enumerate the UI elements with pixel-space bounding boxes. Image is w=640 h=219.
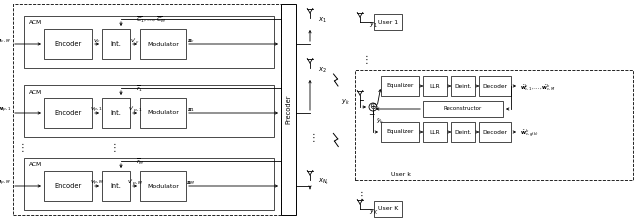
Text: $\vdots$: $\vdots$ — [308, 131, 316, 145]
FancyBboxPatch shape — [24, 16, 274, 68]
FancyBboxPatch shape — [140, 171, 186, 201]
Text: Modulator: Modulator — [147, 184, 179, 189]
Text: $v_c$: $v_c$ — [93, 37, 101, 45]
FancyBboxPatch shape — [44, 98, 92, 128]
FancyBboxPatch shape — [24, 85, 274, 137]
Text: $\boldsymbol{s}_1$: $\boldsymbol{s}_1$ — [187, 106, 195, 114]
Text: $y_k$: $y_k$ — [341, 97, 350, 107]
FancyBboxPatch shape — [24, 158, 274, 210]
FancyBboxPatch shape — [374, 14, 402, 30]
Text: $\boldsymbol{s}_c$: $\boldsymbol{s}_c$ — [187, 37, 195, 45]
Text: Precoder: Precoder — [285, 95, 291, 124]
Text: $\boldsymbol{s}_M$: $\boldsymbol{s}_M$ — [186, 179, 196, 187]
FancyBboxPatch shape — [44, 171, 92, 201]
Text: Modulator: Modulator — [147, 41, 179, 46]
Text: $\overline{r}_M$: $\overline{r}_M$ — [136, 157, 144, 167]
FancyBboxPatch shape — [423, 76, 447, 96]
Text: Modulator: Modulator — [147, 111, 179, 115]
Text: $\vdots$: $\vdots$ — [109, 141, 116, 154]
Text: User k: User k — [391, 173, 411, 178]
Text: Encoder: Encoder — [54, 110, 82, 116]
FancyBboxPatch shape — [102, 98, 130, 128]
Text: $\mathbf{w}_{c,1},\ldots,\mathbf{w}_{c,M}$: $\mathbf{w}_{c,1},\ldots,\mathbf{w}_{c,M… — [0, 37, 11, 45]
Text: Decoder: Decoder — [483, 83, 508, 88]
FancyBboxPatch shape — [423, 122, 447, 142]
FancyBboxPatch shape — [44, 29, 92, 59]
Text: $\hat{\mathbf{w}}^k_{c,g(k)}$: $\hat{\mathbf{w}}^k_{c,g(k)}$ — [520, 128, 538, 140]
Text: Equalizer: Equalizer — [387, 129, 413, 134]
Text: $v'_c$: $v'_c$ — [130, 36, 140, 46]
Text: User 1: User 1 — [378, 19, 398, 25]
Text: Int.: Int. — [111, 183, 122, 189]
FancyBboxPatch shape — [479, 122, 511, 142]
Text: $x_1$: $x_1$ — [318, 15, 327, 25]
Text: Deint.: Deint. — [454, 129, 472, 134]
Text: ACM: ACM — [29, 162, 42, 168]
FancyBboxPatch shape — [102, 29, 130, 59]
Text: Decoder: Decoder — [483, 129, 508, 134]
FancyBboxPatch shape — [140, 29, 186, 59]
FancyBboxPatch shape — [140, 98, 186, 128]
Text: LLR: LLR — [429, 83, 440, 88]
Text: Equalizer: Equalizer — [387, 83, 413, 88]
Text: $y_1$: $y_1$ — [369, 20, 378, 30]
Text: $\hat{\mathbf{w}}^k_{c,1},\ldots,\hat{\mathbf{w}}^k_{c,M}$: $\hat{\mathbf{w}}^k_{c,1},\ldots,\hat{\m… — [520, 83, 556, 93]
Text: $y_K$: $y_K$ — [369, 207, 378, 217]
Text: Encoder: Encoder — [54, 41, 82, 47]
FancyBboxPatch shape — [381, 76, 419, 96]
Text: $v_{p,1}$: $v_{p,1}$ — [90, 105, 104, 115]
FancyBboxPatch shape — [451, 122, 475, 142]
Text: $\overline{r}_1$: $\overline{r}_1$ — [136, 84, 143, 94]
Text: $\vdots$: $\vdots$ — [356, 189, 364, 201]
Text: $-$: $-$ — [368, 108, 376, 118]
FancyBboxPatch shape — [381, 122, 419, 142]
Text: $\mathbf{w}_{p,M}$: $\mathbf{w}_{p,M}$ — [0, 178, 11, 188]
Text: $v'_{p,M}$: $v'_{p,M}$ — [127, 177, 143, 189]
Text: $\overline{C}_1,\ldots,\overline{C}_M$: $\overline{C}_1,\ldots,\overline{C}_M$ — [136, 15, 166, 25]
Text: Encoder: Encoder — [54, 183, 82, 189]
Text: Reconstructor: Reconstructor — [444, 106, 482, 111]
FancyBboxPatch shape — [374, 201, 402, 217]
FancyBboxPatch shape — [451, 76, 475, 96]
FancyBboxPatch shape — [423, 101, 503, 117]
Text: $\vdots$: $\vdots$ — [17, 141, 25, 154]
Text: User K: User K — [378, 207, 398, 212]
Text: Int.: Int. — [111, 110, 122, 116]
FancyBboxPatch shape — [281, 4, 296, 215]
Text: $v_{p,M}$: $v_{p,M}$ — [90, 178, 104, 188]
Text: $x_2$: $x_2$ — [318, 65, 327, 75]
Text: ACM: ACM — [29, 21, 42, 25]
Text: Int.: Int. — [111, 41, 122, 47]
Text: Deint.: Deint. — [454, 83, 472, 88]
Text: LLR: LLR — [429, 129, 440, 134]
Text: $\vdots$: $\vdots$ — [362, 53, 369, 67]
FancyBboxPatch shape — [102, 171, 130, 201]
Text: ACM: ACM — [29, 90, 42, 95]
Text: $\mathbf{w}_{p,1}$: $\mathbf{w}_{p,1}$ — [0, 105, 11, 115]
Text: $\hat{y}_k$: $\hat{y}_k$ — [376, 116, 385, 126]
Text: $v'_{p,1}$: $v'_{p,1}$ — [127, 104, 142, 116]
FancyBboxPatch shape — [479, 76, 511, 96]
Text: $x_{N_t}$: $x_{N_t}$ — [318, 177, 330, 187]
Text: $\oplus$: $\oplus$ — [369, 101, 378, 111]
